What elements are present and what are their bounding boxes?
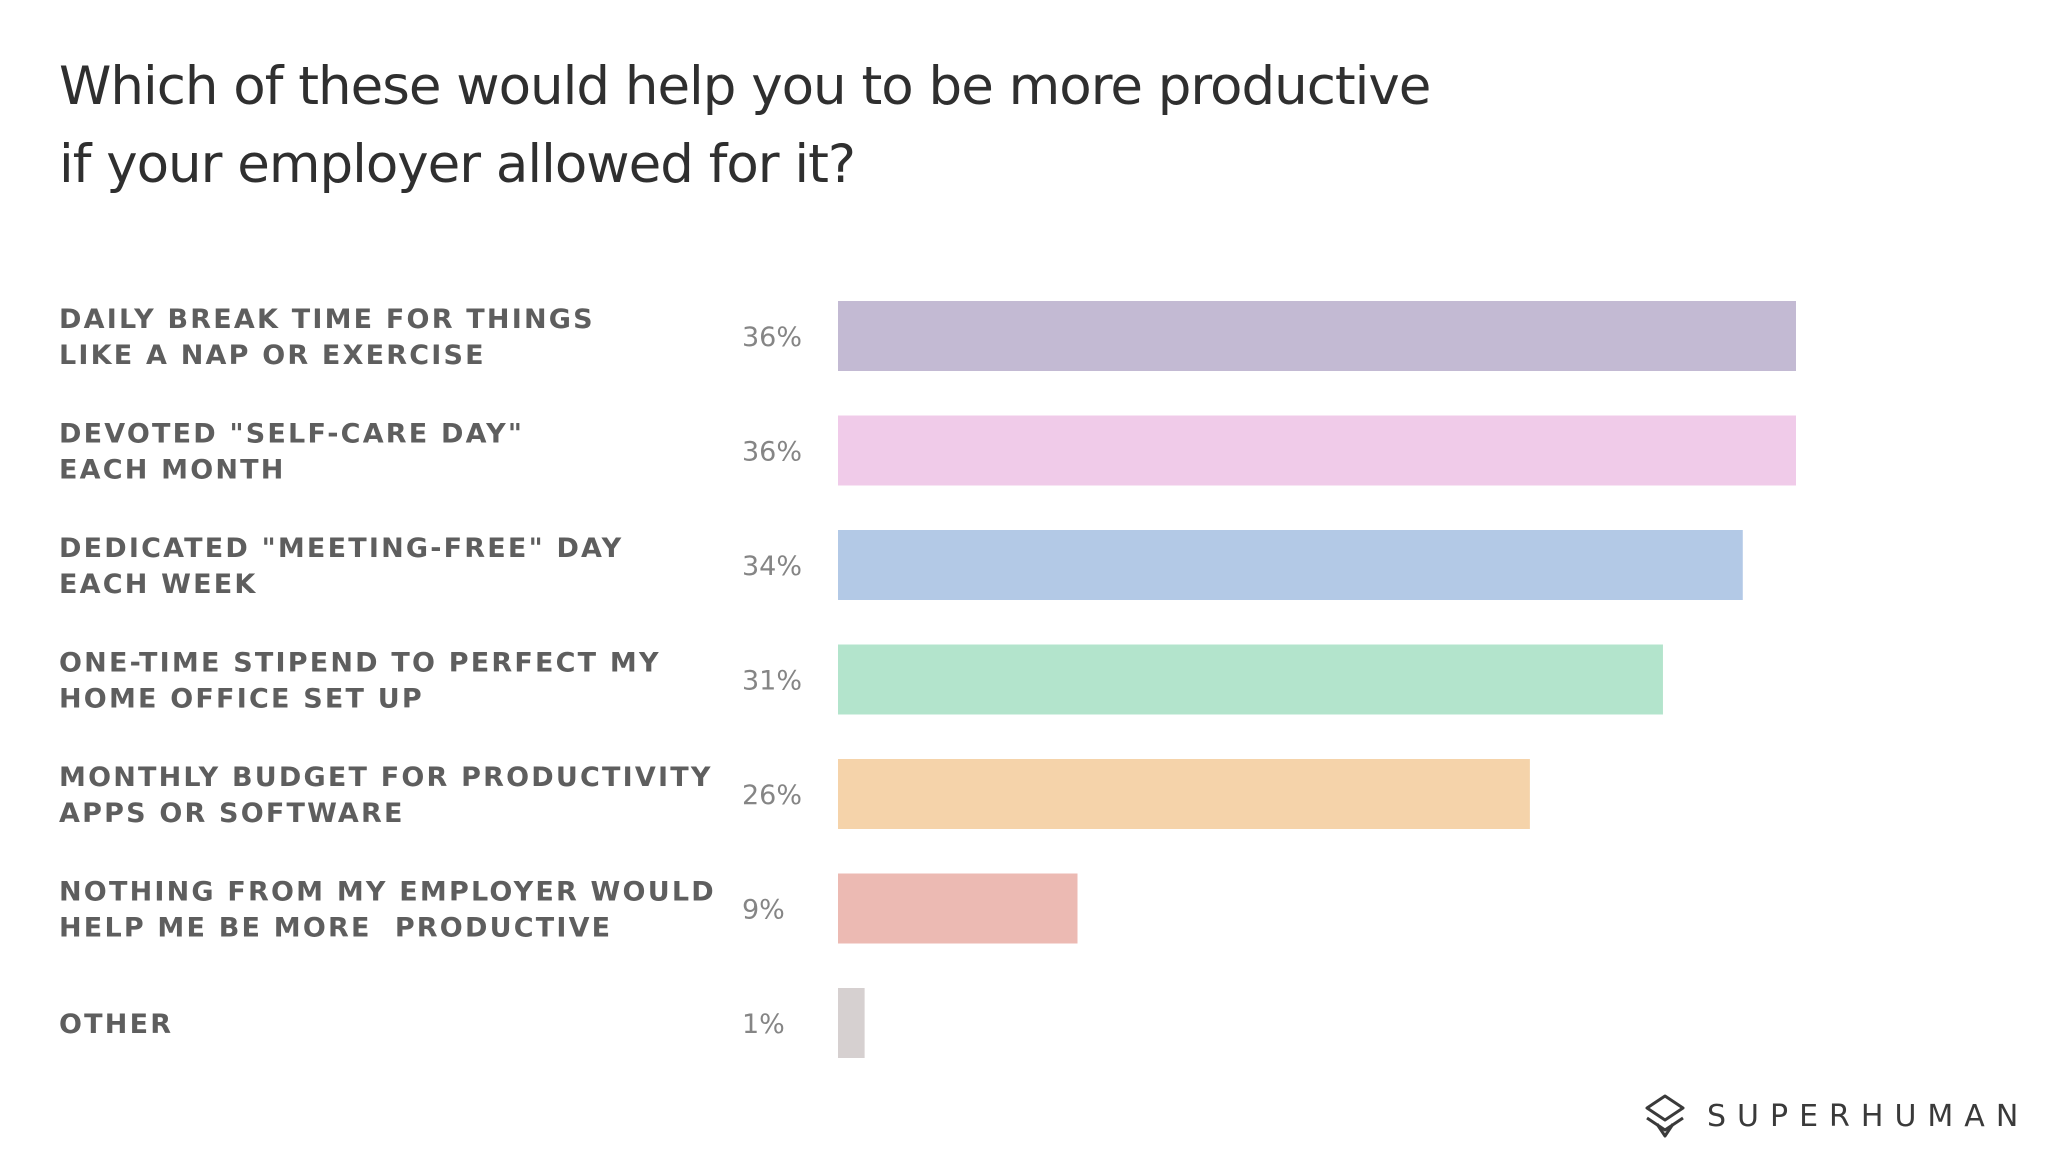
category-label-5-line-0: NOTHING FROM MY EMPLOYER WOULD xyxy=(59,877,716,908)
value-label-3: 31% xyxy=(742,666,802,697)
category-label-1-line-0: DEVOTED "SELF-CARE DAY" xyxy=(59,419,524,450)
category-label-3-line-0: ONE-TIME STIPEND TO PERFECT MY xyxy=(59,648,661,679)
bar-0 xyxy=(838,301,1796,371)
value-label-1: 36% xyxy=(742,437,802,468)
bar-3 xyxy=(838,644,1663,715)
category-label-4: MONTHLY BUDGET FOR PRODUCTIVITY APPS OR S… xyxy=(59,762,713,829)
bar-2 xyxy=(838,530,1743,600)
chart-title: Which of these would help you to be more… xyxy=(59,48,1559,204)
bar-6 xyxy=(838,988,865,1058)
brand-name: SUPERHUMAN xyxy=(1707,1098,2030,1134)
category-label-5-line-1: HELP ME BE MORE PRODUCTIVE xyxy=(59,913,612,944)
value-label-5: 9% xyxy=(742,895,785,926)
chart-title-line-2: if your employer allowed for it? xyxy=(59,134,856,195)
brand-logo: SUPERHUMAN xyxy=(1645,1092,2029,1140)
category-label-2-line-0: DEDICATED "MEETING-FREE" DAY xyxy=(59,533,623,564)
category-label-1-line-1: EACH MONTH xyxy=(59,455,286,486)
value-label-0: 36% xyxy=(742,322,802,353)
category-label-6: OTHER xyxy=(59,1009,173,1040)
category-label-1: DEVOTED "SELF-CARE DAY" EACH MONTH xyxy=(59,419,524,486)
category-label-0: DAILY BREAK TIME FOR THINGS LIKE A NAP OR… xyxy=(59,304,595,371)
bar-1 xyxy=(838,415,1796,486)
value-label-4: 26% xyxy=(742,780,802,811)
superhuman-logo-icon xyxy=(1645,1094,1685,1138)
value-label-2: 34% xyxy=(742,551,802,582)
category-label-4-line-0: MONTHLY BUDGET FOR PRODUCTIVITY xyxy=(59,762,713,793)
bar-5 xyxy=(838,873,1078,944)
category-label-0-line-0: DAILY BREAK TIME FOR THINGS xyxy=(59,304,595,335)
category-label-3-line-1: HOME OFFICE SET UP xyxy=(59,684,424,715)
category-label-6-line-0: OTHER xyxy=(59,1009,173,1040)
category-label-2-line-1: EACH WEEK xyxy=(59,569,258,600)
category-label-5: NOTHING FROM MY EMPLOYER WOULD HELP ME BE… xyxy=(59,877,716,944)
chart-title-line-1: Which of these would help you to be more… xyxy=(59,56,1431,117)
value-label-6: 1% xyxy=(742,1009,785,1040)
category-label-3: ONE-TIME STIPEND TO PERFECT MY HOME OFFIC… xyxy=(59,648,661,715)
category-label-0-line-1: LIKE A NAP OR EXERCISE xyxy=(59,340,486,371)
category-label-2: DEDICATED "MEETING-FREE" DAY EACH WEEK xyxy=(59,533,623,600)
bar-4 xyxy=(838,759,1530,829)
category-label-4-line-1: APPS OR SOFTWARE xyxy=(59,798,405,829)
